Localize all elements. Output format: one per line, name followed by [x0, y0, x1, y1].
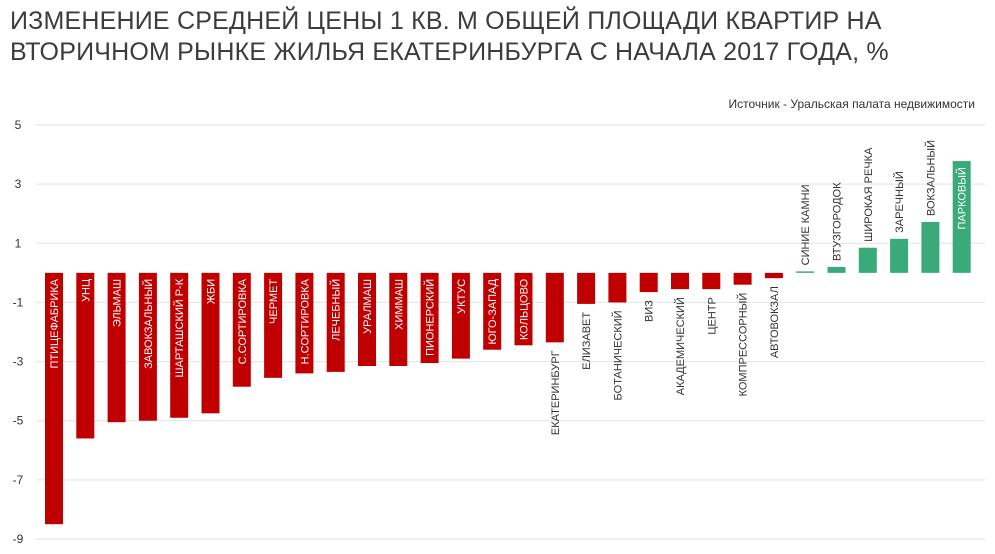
bar — [733, 272, 752, 285]
source-note: Источник - Уральская палата недвижимости — [728, 97, 975, 111]
bar-label: ХИММАШ — [393, 279, 405, 330]
bar-label: ПАРКОВЫЙ — [956, 167, 969, 229]
bars — [45, 161, 971, 525]
bar — [76, 272, 95, 439]
bar — [358, 272, 376, 367]
bar — [702, 272, 721, 290]
bar-label: ЛЕЧЕБНЫЙ — [330, 279, 343, 341]
y-axis-ticks: 5 3 1 -1 -3 -5 -7 -9 — [13, 118, 24, 546]
bar — [420, 272, 439, 364]
bar — [264, 272, 283, 378]
bar-label: КОМПРЕССОРНЫЙ — [737, 293, 750, 397]
bar-label: Н.СОРТИРОВКА — [299, 278, 311, 364]
chart-title: ИЗМЕНЕНИЕ СРЕДНЕЙ ЦЕНЫ 1 КВ. М ОБЩЕЙ ПЛО… — [10, 6, 990, 68]
y-tick-label: -1 — [13, 295, 24, 309]
bar — [107, 272, 126, 423]
y-tick-label: -5 — [13, 414, 24, 428]
bar-label: ЮГО-ЗАПАД — [487, 278, 499, 344]
bar-label: ВТУЗГОРОДОК — [832, 182, 844, 261]
bar-label: ЗАВОКЗАЛЬНЫЙ — [142, 279, 155, 369]
bar — [671, 272, 689, 290]
bar-label: ЕКАТЕРИНБУРГ — [550, 350, 562, 435]
bar-label: ЗАРЕЧНЫЙ — [893, 171, 906, 233]
bar — [170, 272, 189, 418]
bar-label: БОТАНИЧЕСКИЙ — [611, 310, 624, 400]
bar — [389, 272, 408, 367]
gridlines — [36, 124, 985, 540]
bar-label: ПТИЦЕФАБРИКА — [49, 278, 61, 368]
bar-label: АВТОВОКЗАЛ — [769, 286, 781, 358]
bar-labels: ПТИЦЕФАБРИКА УНЦ ЭЛЬМАШ ЗАВОКЗАЛЬНЫЙ ШАРТАШС… — [49, 140, 969, 435]
bar — [232, 272, 251, 387]
bar-label: ЕЛИЗАВЕТ — [581, 312, 593, 370]
y-tick-label: -7 — [13, 473, 24, 487]
bar-label: ШАРТАШСКИЙ Р-К — [173, 278, 186, 377]
chart-title-line-2: ВТОРИЧНОМ РЫНКЕ ЖИЛЬЯ ЕКАТЕРИНБУРГА С НА… — [10, 38, 889, 66]
bar-label: АКАДЕМИЧЕСКИЙ — [674, 297, 687, 395]
bar — [514, 272, 533, 346]
bar-label: ПИОНЕРСКИЙ — [424, 279, 437, 356]
bar — [138, 272, 157, 421]
y-tick-label: 5 — [15, 118, 22, 132]
bar-label: УКТУС — [456, 279, 468, 314]
bar — [295, 272, 314, 374]
bar — [890, 238, 909, 273]
bar-label: ВОКЗАЛЬНЫЙ — [924, 140, 937, 216]
y-tick-label: -9 — [13, 532, 24, 546]
bar — [921, 221, 940, 273]
bar-label: ЖБИ — [206, 279, 218, 304]
bar — [858, 247, 877, 273]
y-tick-label: -3 — [13, 355, 24, 369]
bar — [201, 272, 220, 414]
y-tick-label: 1 — [15, 236, 22, 250]
bar — [326, 272, 345, 372]
bar-label: СИНИЕ КАМНИ — [800, 185, 812, 266]
bar-label: ЧЕРМЕТ — [268, 279, 280, 324]
bar-label: ЦЕНТР — [706, 297, 718, 334]
bar — [764, 272, 783, 279]
bar-label: УРАЛМАШ — [362, 279, 374, 334]
bar — [545, 272, 564, 343]
bar — [577, 272, 596, 304]
bar — [451, 272, 470, 359]
bar-label: УНЦ — [80, 279, 92, 302]
bar — [608, 272, 627, 303]
y-tick-label: 3 — [15, 177, 22, 191]
chart-title-line-1: ИЗМЕНЕНИЕ СРЕДНЕЙ ЦЕНЫ 1 КВ. М ОБЩЕЙ ПЛО… — [10, 7, 882, 35]
bar-label: ШИРОКАЯ РЕЧКА — [863, 147, 875, 242]
bar — [45, 272, 63, 525]
bar — [827, 266, 846, 273]
bar-label: ЭЛЬМАШ — [112, 279, 124, 327]
bar — [952, 161, 971, 273]
bar-label: КОЛЬЦОВО — [519, 278, 531, 340]
bar-label: ВИЗ — [644, 300, 656, 322]
bar-label: С.СОРТИРОВКА — [237, 278, 249, 364]
bar — [796, 271, 815, 273]
bar — [483, 272, 502, 350]
bar — [639, 272, 658, 293]
